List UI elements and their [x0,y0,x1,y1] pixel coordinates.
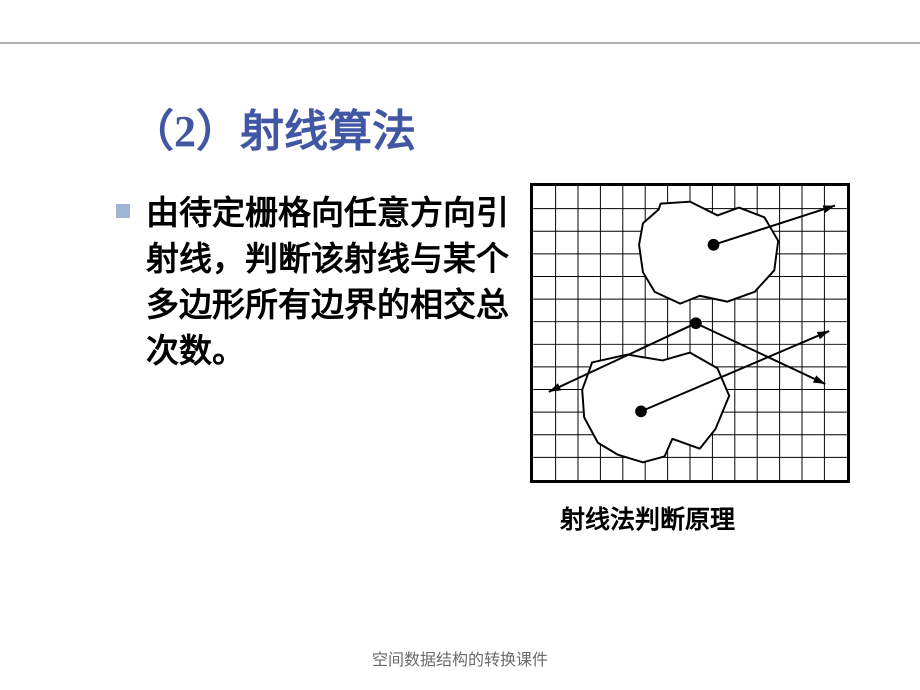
diagram-caption: 射线法判断原理 [560,500,735,536]
bullet-item: 由待定栅格向任意方向引射线，判断该射线与某个多边形所有边界的相交总次数。 [116,190,536,374]
slide: （2）射线算法 由待定栅格向任意方向引射线，判断该射线与某个多边形所有边界的相交… [0,0,920,690]
top-divider [0,42,920,44]
slide-footer: 空间数据结构的转换课件 [0,646,920,670]
slide-title: （2）射线算法 [130,95,416,159]
body-area: 由待定栅格向任意方向引射线，判断该射线与某个多边形所有边界的相交总次数。 [116,190,536,374]
ray-diagram [530,183,850,483]
diagram-svg [533,186,847,480]
body-text: 由待定栅格向任意方向引射线，判断该射线与某个多边形所有边界的相交总次数。 [146,190,536,374]
square-bullet-icon [116,204,130,218]
